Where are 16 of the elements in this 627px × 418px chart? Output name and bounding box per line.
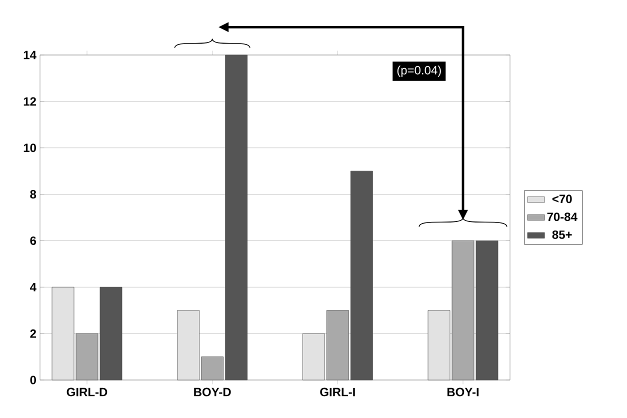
y-tick-label: 12 xyxy=(24,97,36,106)
y-tick-label: 14 xyxy=(24,50,36,60)
annotation: (p=0.04) xyxy=(397,66,441,77)
legend-label: <70 xyxy=(552,194,572,204)
y-tick-label: 10 xyxy=(24,144,36,152)
y-tick-label: 2 xyxy=(30,329,36,338)
x-tick-label: BOY-I xyxy=(447,388,479,396)
y-tick-label: 4 xyxy=(30,283,36,292)
legend-label: 70-84 xyxy=(547,212,578,222)
y-tick-label: 6 xyxy=(30,236,36,245)
x-tick-label: GIRL-D xyxy=(66,388,108,396)
y-tick-label: 8 xyxy=(30,190,36,199)
y-tick-label: 0 xyxy=(30,376,36,384)
legend-label: 85+ xyxy=(552,230,572,239)
x-tick-label: GIRL-I xyxy=(320,388,355,396)
x-tick-label: BOY-D xyxy=(194,388,231,396)
